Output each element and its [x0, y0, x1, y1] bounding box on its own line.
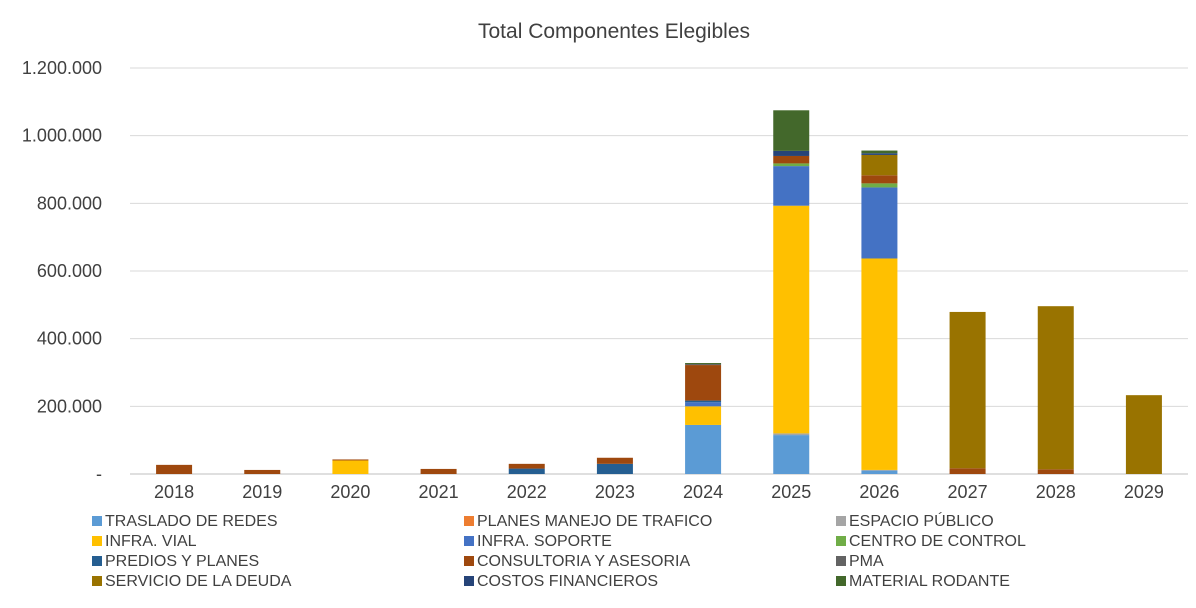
- y-tick-label: 800.000: [37, 193, 102, 213]
- bar-segment: [685, 365, 722, 401]
- legend-label: MATERIAL RODANTE: [849, 573, 1010, 590]
- legend-swatch: [836, 516, 846, 526]
- legend-label: COSTOS FINANCIEROS: [477, 573, 658, 590]
- legend-label: CONSULTORIA Y ASESORIA: [477, 553, 690, 570]
- x-tick-label: 2018: [154, 482, 194, 502]
- bar-segment: [244, 469, 281, 474]
- x-tick-label: 2022: [507, 482, 547, 502]
- bar-segment: [773, 205, 810, 434]
- legend-swatch: [836, 556, 846, 566]
- y-tick-label: -: [96, 464, 102, 484]
- bar-segment: [508, 463, 545, 469]
- chart-title: Total Componentes Elegibles: [478, 20, 750, 43]
- bar-segment: [861, 187, 898, 259]
- legend-swatch: [92, 576, 102, 586]
- legend-swatch: [464, 576, 474, 586]
- x-axis: 2018 2019 2020 2021 2022 2023 2024 2025 2026 2027…: [154, 482, 1164, 502]
- bar-segment: [773, 155, 810, 164]
- y-tick-label: 1.000.000: [22, 126, 102, 146]
- bar-segment: [773, 166, 810, 206]
- legend-label: SERVICIO DE LA DEUDA: [105, 573, 292, 590]
- legend: TRASLADO DE REDES PLANES MANEJO DE TRAFIC…: [92, 511, 1026, 590]
- bar-segment: [685, 400, 722, 403]
- bar-segment: [596, 463, 633, 474]
- legend-swatch: [464, 536, 474, 546]
- x-tick-label: 2026: [859, 482, 899, 502]
- bar-segment: [685, 406, 722, 425]
- bar-segment: [685, 424, 722, 474]
- bar-segment: [773, 110, 810, 151]
- y-tick-label: 400.000: [37, 329, 102, 349]
- legend-swatch: [92, 556, 102, 566]
- y-tick-label: 1.200.000: [22, 58, 102, 78]
- bars: [156, 110, 1162, 474]
- legend-swatch: [92, 516, 102, 526]
- x-tick-label: 2019: [242, 482, 282, 502]
- bar-segment: [685, 363, 722, 365]
- legend-swatch: [836, 576, 846, 586]
- x-tick-label: 2028: [1036, 482, 1076, 502]
- legend-label: PMA: [849, 553, 884, 570]
- legend-swatch: [92, 536, 102, 546]
- bar-segment: [861, 153, 898, 155]
- bar-segment: [1037, 306, 1074, 470]
- x-tick-label: 2020: [330, 482, 370, 502]
- bar-segment: [861, 150, 898, 154]
- bar-segment: [685, 364, 722, 366]
- bar-segment: [332, 459, 369, 461]
- bar-segment: [773, 433, 810, 436]
- legend-label: ESPACIO PÚBLICO: [849, 511, 994, 530]
- legend-swatch: [464, 556, 474, 566]
- bar-segment: [1125, 395, 1162, 474]
- y-tick-label: 200.000: [37, 396, 102, 416]
- legend-swatch: [836, 536, 846, 546]
- bar-segment: [773, 163, 810, 167]
- x-tick-label: 2025: [771, 482, 811, 502]
- legend-label: TRASLADO DE REDES: [105, 513, 277, 530]
- bar-segment: [156, 464, 193, 474]
- x-tick-label: 2027: [948, 482, 988, 502]
- bar-segment: [773, 435, 810, 474]
- x-tick-label: 2023: [595, 482, 635, 502]
- x-tick-label: 2021: [419, 482, 459, 502]
- bar-segment: [773, 150, 810, 156]
- legend-label: INFRA. SOPORTE: [477, 533, 612, 550]
- bar-segment: [949, 468, 986, 474]
- bar-segment: [861, 175, 898, 184]
- bar-segment: [861, 183, 898, 188]
- x-tick-label: 2024: [683, 482, 723, 502]
- bar-segment: [1037, 469, 1074, 474]
- bar-segment: [949, 311, 986, 469]
- bar-segment: [596, 457, 633, 464]
- y-axis: - 200.000 400.000 600.000 800.000 1.000.000 1.…: [22, 58, 102, 484]
- legend-label: PREDIOS Y PLANES: [105, 553, 259, 570]
- x-tick-label: 2029: [1124, 482, 1164, 502]
- bar-segment: [508, 468, 545, 474]
- grid-lines: [130, 67, 1188, 475]
- bar-segment: [420, 468, 457, 474]
- legend-swatch: [464, 516, 474, 526]
- bar-segment: [861, 154, 898, 176]
- y-tick-label: 600.000: [37, 261, 102, 281]
- legend-label: CENTRO DE CONTROL: [849, 533, 1026, 550]
- bar-segment: [685, 402, 722, 407]
- legend-label: INFRA. VIAL: [105, 533, 197, 550]
- legend-label: PLANES MANEJO DE TRAFICO: [477, 513, 712, 530]
- bar-segment: [861, 258, 898, 470]
- bar-segment: [861, 470, 898, 474]
- bar-segment: [332, 460, 369, 474]
- bar-segment: [861, 469, 898, 471]
